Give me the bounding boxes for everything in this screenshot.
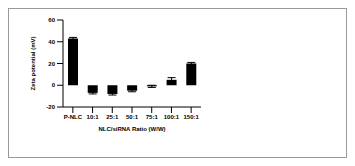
svg-text:75:1: 75:1 <box>146 114 159 120</box>
svg-text:25:1: 25:1 <box>106 114 119 120</box>
svg-text:60: 60 <box>48 17 55 23</box>
svg-text:100:1: 100:1 <box>164 114 180 120</box>
svg-text:50:1: 50:1 <box>126 114 139 120</box>
svg-text:10:1: 10:1 <box>87 114 100 120</box>
svg-text:0: 0 <box>52 82 56 88</box>
svg-text:150:1: 150:1 <box>183 114 199 120</box>
svg-text:Zeta potential (mV): Zeta potential (mV) <box>30 36 36 90</box>
svg-text:-20: -20 <box>46 104 55 110</box>
svg-text:NLC/siRNA Ratio (W/W): NLC/siRNA Ratio (W/W) <box>98 126 165 132</box>
svg-text:40: 40 <box>48 39 55 45</box>
svg-text:P-NLC: P-NLC <box>64 114 83 120</box>
svg-text:20: 20 <box>48 61 55 67</box>
